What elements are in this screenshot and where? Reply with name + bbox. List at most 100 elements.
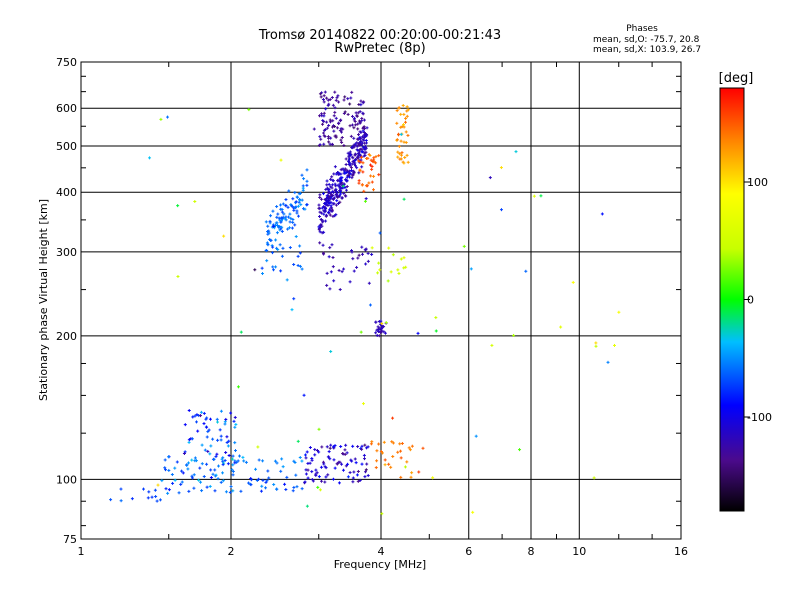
data-point [352, 162, 356, 166]
data-point [330, 208, 334, 212]
data-point [594, 344, 598, 348]
data-point [317, 228, 321, 232]
data-point [295, 209, 299, 213]
data-point [315, 448, 319, 452]
data-point [327, 188, 331, 192]
data-point [219, 438, 223, 442]
data-point [332, 114, 336, 118]
data-point [365, 126, 369, 130]
data-point [324, 466, 328, 470]
data-point [356, 111, 360, 115]
data-point [397, 132, 401, 136]
data-point [364, 248, 368, 252]
data-point [370, 440, 374, 444]
data-point [331, 214, 335, 218]
data-point [265, 259, 269, 263]
data-point [327, 102, 331, 106]
data-point [266, 469, 270, 473]
data-point [331, 179, 335, 183]
data-point [293, 223, 297, 227]
data-point [344, 188, 348, 192]
data-point [402, 161, 406, 165]
data-point [298, 264, 302, 268]
data-point [223, 422, 227, 426]
data-point [326, 200, 330, 204]
data-point [469, 267, 473, 271]
data-point [348, 280, 352, 284]
data-point [342, 191, 346, 195]
data-point [261, 459, 265, 463]
data-point [293, 206, 297, 210]
data-point [322, 128, 326, 132]
data-point [404, 120, 408, 124]
y-tick-label: 200 [56, 330, 77, 343]
data-point [374, 320, 378, 324]
data-point [361, 161, 365, 165]
y-tick-label: 75 [63, 533, 77, 546]
data-point [396, 450, 400, 454]
data-point [119, 499, 123, 503]
data-point [295, 485, 299, 489]
data-point [352, 170, 356, 174]
data-points [109, 90, 621, 516]
data-point [359, 103, 363, 107]
data-point [264, 480, 268, 484]
data-point [369, 163, 373, 167]
data-point [327, 255, 331, 259]
data-point [320, 114, 324, 118]
data-point [398, 152, 402, 156]
data-point [333, 124, 337, 128]
data-point [300, 487, 304, 491]
data-point [357, 153, 361, 157]
data-point [320, 211, 324, 215]
data-point [359, 330, 363, 334]
data-point [321, 192, 325, 196]
data-point [166, 491, 170, 495]
data-point [278, 203, 282, 207]
data-point [405, 153, 409, 157]
data-point [280, 210, 284, 214]
data-point [275, 231, 279, 235]
data-point [130, 497, 134, 501]
data-point [367, 181, 371, 185]
data-point [355, 473, 359, 477]
data-point [322, 252, 326, 256]
y-tick-label: 100 [56, 473, 77, 486]
data-point [390, 440, 394, 444]
data-point [434, 316, 438, 320]
data-point [226, 462, 230, 466]
data-point [150, 495, 154, 499]
x-axis-label: Frequency [MHz] [334, 558, 426, 571]
data-point [322, 134, 326, 138]
data-point [339, 168, 343, 172]
data-point [406, 133, 410, 137]
data-point [179, 482, 183, 486]
data-point [324, 214, 328, 218]
data-point [267, 229, 271, 233]
data-point [305, 183, 309, 187]
data-point [356, 445, 360, 449]
data-point [318, 241, 322, 245]
data-point [310, 470, 314, 474]
data-point [195, 413, 199, 417]
data-point [328, 213, 332, 217]
data-point [270, 251, 274, 255]
data-point [310, 458, 314, 462]
data-point [334, 184, 338, 188]
data-point [278, 218, 282, 222]
data-point [402, 266, 406, 270]
data-point [148, 156, 152, 160]
data-point [215, 417, 219, 421]
x-axis-ticks: 1 2 4 6 8 10 16 [78, 62, 688, 558]
data-point [351, 444, 355, 448]
data-point [518, 448, 522, 452]
x-tick-label: 6 [465, 545, 472, 558]
data-point [366, 474, 370, 478]
phases-title: Phases [626, 24, 658, 34]
data-point [407, 446, 411, 450]
data-point [183, 423, 187, 427]
data-point [186, 467, 190, 471]
data-point [298, 198, 302, 202]
data-point [329, 270, 333, 274]
